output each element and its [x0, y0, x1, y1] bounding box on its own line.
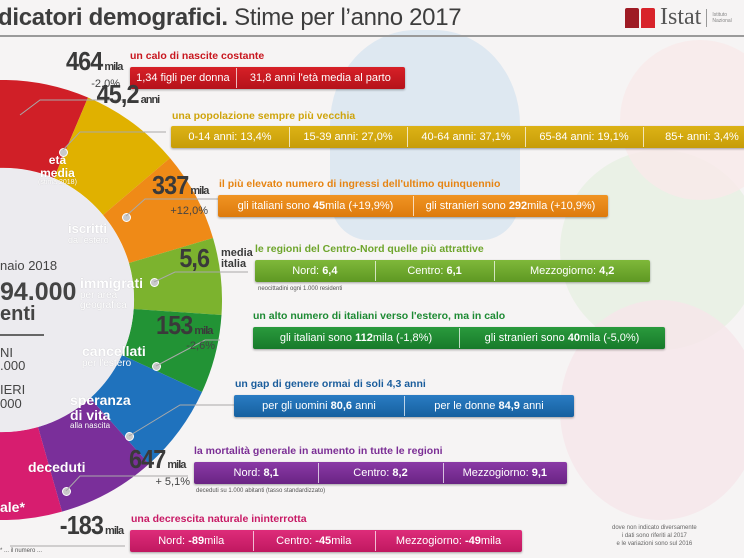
segment-label-speranza: speranza di vita alla nascita — [70, 392, 131, 431]
logo-separator — [706, 8, 708, 27]
bar-cell: 65-84 anni: 19,1% — [525, 127, 643, 147]
bar-cell: Nord: 6,4 — [292, 265, 338, 277]
heading-saldo: una decrescita naturale ininterrotta — [131, 513, 307, 525]
bar-cell: Mezzogiorno: -49mila — [375, 531, 522, 551]
background-decoration — [620, 40, 744, 200]
bar-saldo: Nord: -89mila Centro: -45mila Mezzogiorn… — [130, 530, 522, 552]
bar-cell: gli stranieri sono 292mila (+10,9%) — [413, 196, 608, 216]
header-divider — [0, 35, 744, 37]
value-nascite: 464 mila — [66, 46, 123, 76]
center-divider — [0, 334, 44, 336]
segment-label-iscritti: iscritti dall'estero — [68, 221, 109, 245]
logo-mark-icon — [625, 7, 639, 28]
delta-iscritti: +12,0% — [170, 205, 208, 217]
logo-subtext: Istituto Nazionale di Statistica — [712, 11, 732, 24]
segment-label-immigrati: immigrati per area geografica — [80, 275, 144, 312]
heading-eta: una popolazione sempre più vecchia — [172, 110, 356, 122]
segment-speranza — [90, 355, 202, 464]
bar-cell: Centro: -45mila — [252, 531, 376, 551]
value-cancellati: 153 mila — [156, 310, 213, 340]
bar-immigrati: Nord: 6,4 Centro: 6,1 Mezzogiorno: 4,2 — [255, 260, 650, 282]
page-title: dicatori demografici. Stime per l’anno 2… — [0, 4, 462, 32]
delta-cancellati: -2,6% — [186, 340, 215, 352]
bar-cell: gli italiani sono 112mila (-1,8%) — [279, 332, 433, 344]
segment-saldo — [0, 427, 62, 520]
connector-dot — [152, 362, 161, 371]
value-eta: 45,2 anni — [96, 79, 161, 109]
logo-text: Istat — [660, 4, 702, 30]
bar-cell: gli stranieri sono 40mila (-5,0%) — [459, 328, 665, 348]
center-foreigners-label: IERI — [0, 382, 26, 397]
heading-deceduti: la mortalità generale in aumento in tutt… — [194, 445, 443, 457]
segment-label-cancellati: cancellati per l'estero — [82, 343, 146, 369]
heading-nascite: un calo di nascite costante — [130, 50, 265, 62]
center-italians-value: .000 — [0, 358, 26, 373]
bar-cell: per gli uomini 80,6 anni — [262, 400, 376, 412]
title-sub: Stime per l’anno 2017 — [227, 4, 462, 31]
heading-cancellati: un alto numero di italiani verso l'ester… — [253, 310, 506, 322]
segment-label-deceduti: deceduti — [28, 459, 86, 475]
value-iscritti: 337 mila — [152, 170, 209, 200]
center-date: naio 2018 — [0, 258, 58, 273]
connector-dot — [125, 432, 134, 441]
connector-dot — [122, 213, 131, 222]
value-deceduti: 647 mila — [129, 444, 186, 474]
title-main: dicatori demografici. — [0, 4, 228, 31]
center-population: 94.000 — [0, 278, 77, 306]
bar-cell: Nord: -89mila — [158, 535, 225, 547]
logo-mark-icon — [641, 7, 655, 28]
bar-cell: 15-39 anni: 27,0% — [289, 127, 407, 147]
bar-cell: gli italiani sono 45mila (+19,9%) — [237, 200, 394, 212]
bottom-left-note: * ... il numero ... — [0, 548, 43, 554]
delta-deceduti: + 5,1% — [155, 476, 190, 488]
unit-immigrati: media italia — [221, 247, 253, 270]
center-population-unit: enti — [0, 303, 36, 325]
istat-logo[interactable]: Istat Istituto Nazionale di Statistica — [625, 4, 732, 31]
bar-speranza: per gli uomini 80,6 anni per le donne 84… — [234, 395, 574, 417]
segment-iscritti — [103, 158, 213, 263]
segment-cancellati — [122, 309, 222, 392]
bar-cell: Nord: 8,1 — [233, 467, 279, 479]
bar-cell: 1,34 figli per donna — [136, 72, 230, 84]
note-deceduti: deceduti su 1.000 abitanti (tasso standa… — [196, 488, 326, 494]
bar-cell: Mezzogiorno: 9,1 — [442, 463, 567, 483]
wheel-center — [0, 168, 134, 432]
bar-cancellati: gli italiani sono 112mila (-1,8%) gli st… — [253, 327, 665, 349]
value-immigrati: 5,6 — [179, 243, 210, 273]
connector-dot — [150, 278, 159, 287]
connector-dot — [59, 148, 68, 157]
footnote: dove non indicato diversamente i dati so… — [612, 525, 697, 547]
segment-nati — [0, 80, 88, 178]
connector-dot — [62, 487, 71, 496]
heading-iscritti: il più elevato numero di ingressi dell'u… — [219, 178, 501, 190]
segment-label-saldo: ale* — [0, 499, 25, 515]
bar-deceduti: Nord: 8,1 Centro: 8,2 Mezzogiorno: 9,1 — [194, 462, 567, 484]
center-foreigners-value: 000 — [0, 396, 22, 411]
note-immigrati: neocittadini ogni 1.000 residenti — [258, 286, 343, 292]
heading-immigrati: le regioni del Centro-Nord quelle più at… — [255, 243, 484, 255]
bar-cell: 0-14 anni: 13,4% — [188, 131, 272, 143]
value-saldo: -183 mila — [59, 510, 124, 540]
bar-cell: 85+ anni: 3,4% — [643, 127, 744, 147]
bar-iscritti: gli italiani sono 45mila (+19,9%) gli st… — [218, 195, 608, 217]
segment-deceduti — [38, 398, 149, 512]
bar-cell: Mezzogiorno: 4,2 — [494, 261, 650, 281]
segment-immigrati — [129, 238, 222, 315]
segment-eta — [54, 97, 170, 215]
bar-cell: Centro: 8,2 — [318, 463, 442, 483]
indicator-wheel — [0, 80, 222, 520]
bar-cell: Centro: 6,1 — [374, 261, 495, 281]
center-italians-label: NI — [0, 345, 13, 360]
bar-nascite: 1,34 figli per donna 31,8 anni l'età med… — [130, 67, 405, 89]
bar-eta: 0-14 anni: 13,4% 15-39 anni: 27,0% 40-64… — [171, 126, 744, 148]
heading-speranza: un gap di genere ormai di soli 4,3 anni — [235, 378, 426, 390]
bar-cell: per le donne 84,9 anni — [404, 396, 574, 416]
bar-cell: 31,8 anni l'età media al parto — [235, 68, 405, 88]
bar-cell: 40-64 anni: 37,1% — [407, 127, 525, 147]
delta-nascite: -2,0% — [91, 78, 120, 90]
